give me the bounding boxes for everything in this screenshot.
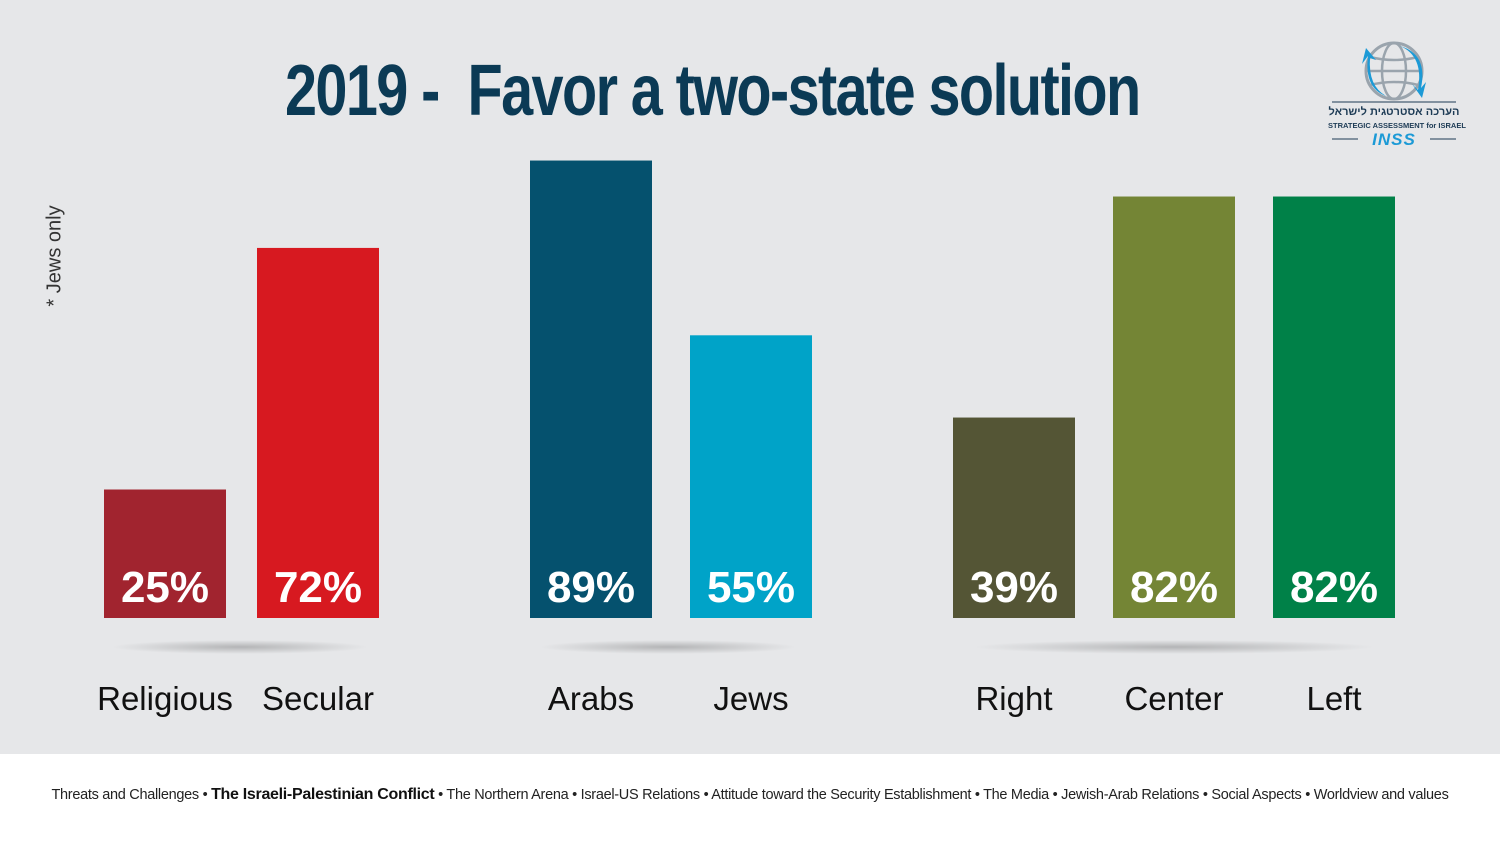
- logo-hebrew-text: הערכה אסטרטגית לישראל: [1328, 106, 1460, 118]
- value-label-center: 82%: [1130, 563, 1218, 612]
- bar-jews: [690, 335, 812, 618]
- footer-topic-7[interactable]: Jewish-Arab Relations: [1061, 787, 1200, 803]
- bar-left: [1273, 196, 1395, 618]
- footer-topic-8[interactable]: Social Aspects: [1211, 787, 1302, 803]
- footer-topic-9[interactable]: Worldview and values: [1313, 787, 1449, 803]
- footer-separator: •: [202, 787, 208, 803]
- value-label-jews: 55%: [707, 563, 795, 612]
- footer-topic-6[interactable]: The Media: [983, 787, 1049, 803]
- footer-topic-4[interactable]: Israel-US Relations: [580, 787, 701, 803]
- category-label-left: Left: [1306, 680, 1361, 717]
- group-shadow-2: [540, 640, 796, 654]
- footer-separator: •: [1202, 787, 1208, 803]
- footer-topic-5[interactable]: Attitude toward the Security Establishme…: [711, 787, 972, 803]
- bar-religious: [104, 489, 226, 618]
- footer-separator: •: [438, 787, 443, 803]
- category-label-center: Center: [1124, 680, 1223, 717]
- category-label-religious: Religious: [97, 680, 233, 717]
- footer-separator: •: [1052, 787, 1058, 803]
- inss-logo: הערכה אסטרטגית לישראל STRATEGIC ASSESSME…: [1328, 38, 1466, 156]
- bar-right: [953, 417, 1075, 618]
- footer-topic-list: Threats and Challenges • The Israeli-Pal…: [0, 786, 1500, 804]
- group-shadow-3: [974, 640, 1374, 654]
- footer-topic-3[interactable]: The Northern Arena: [446, 787, 569, 803]
- bar-chart: 25% 72% 89% 55% 39% 82% 82% Religious Secular Ar…: [97, 160, 1395, 717]
- category-label-arabs: Arabs: [548, 680, 634, 717]
- value-label-left: 82%: [1290, 563, 1378, 612]
- category-label-secular: Secular: [262, 680, 374, 717]
- footer-topic-2[interactable]: The Israeli-Palestinian Conflict: [211, 786, 435, 803]
- bar-secular: [257, 247, 379, 619]
- bar-arabs: [530, 160, 652, 619]
- footer-nav: Threats and Challenges • The Israeli-Pal…: [0, 754, 1500, 844]
- chart-title: 2019 - Favor a two-state solution: [285, 51, 1141, 131]
- footer-topic-1[interactable]: Threats and Challenges: [51, 787, 199, 803]
- footer-separator: •: [703, 787, 709, 803]
- bar-center: [1113, 196, 1235, 618]
- footer-separator: •: [572, 787, 577, 803]
- logo-english-text: STRATEGIC ASSESSMENT for ISRAEL: [1328, 121, 1466, 130]
- value-label-secular: 72%: [274, 563, 362, 612]
- category-label-right: Right: [975, 680, 1052, 717]
- group-shadow-1: [112, 640, 368, 654]
- value-label-religious: 25%: [121, 563, 209, 612]
- category-label-jews: Jews: [713, 680, 788, 717]
- value-label-arabs: 89%: [547, 563, 635, 612]
- logo-brand-text: INSS: [1372, 130, 1416, 149]
- globe-icon: [1332, 41, 1456, 140]
- value-label-right: 39%: [970, 563, 1058, 612]
- footer-separator: •: [1305, 787, 1311, 803]
- footer-separator: •: [974, 787, 980, 803]
